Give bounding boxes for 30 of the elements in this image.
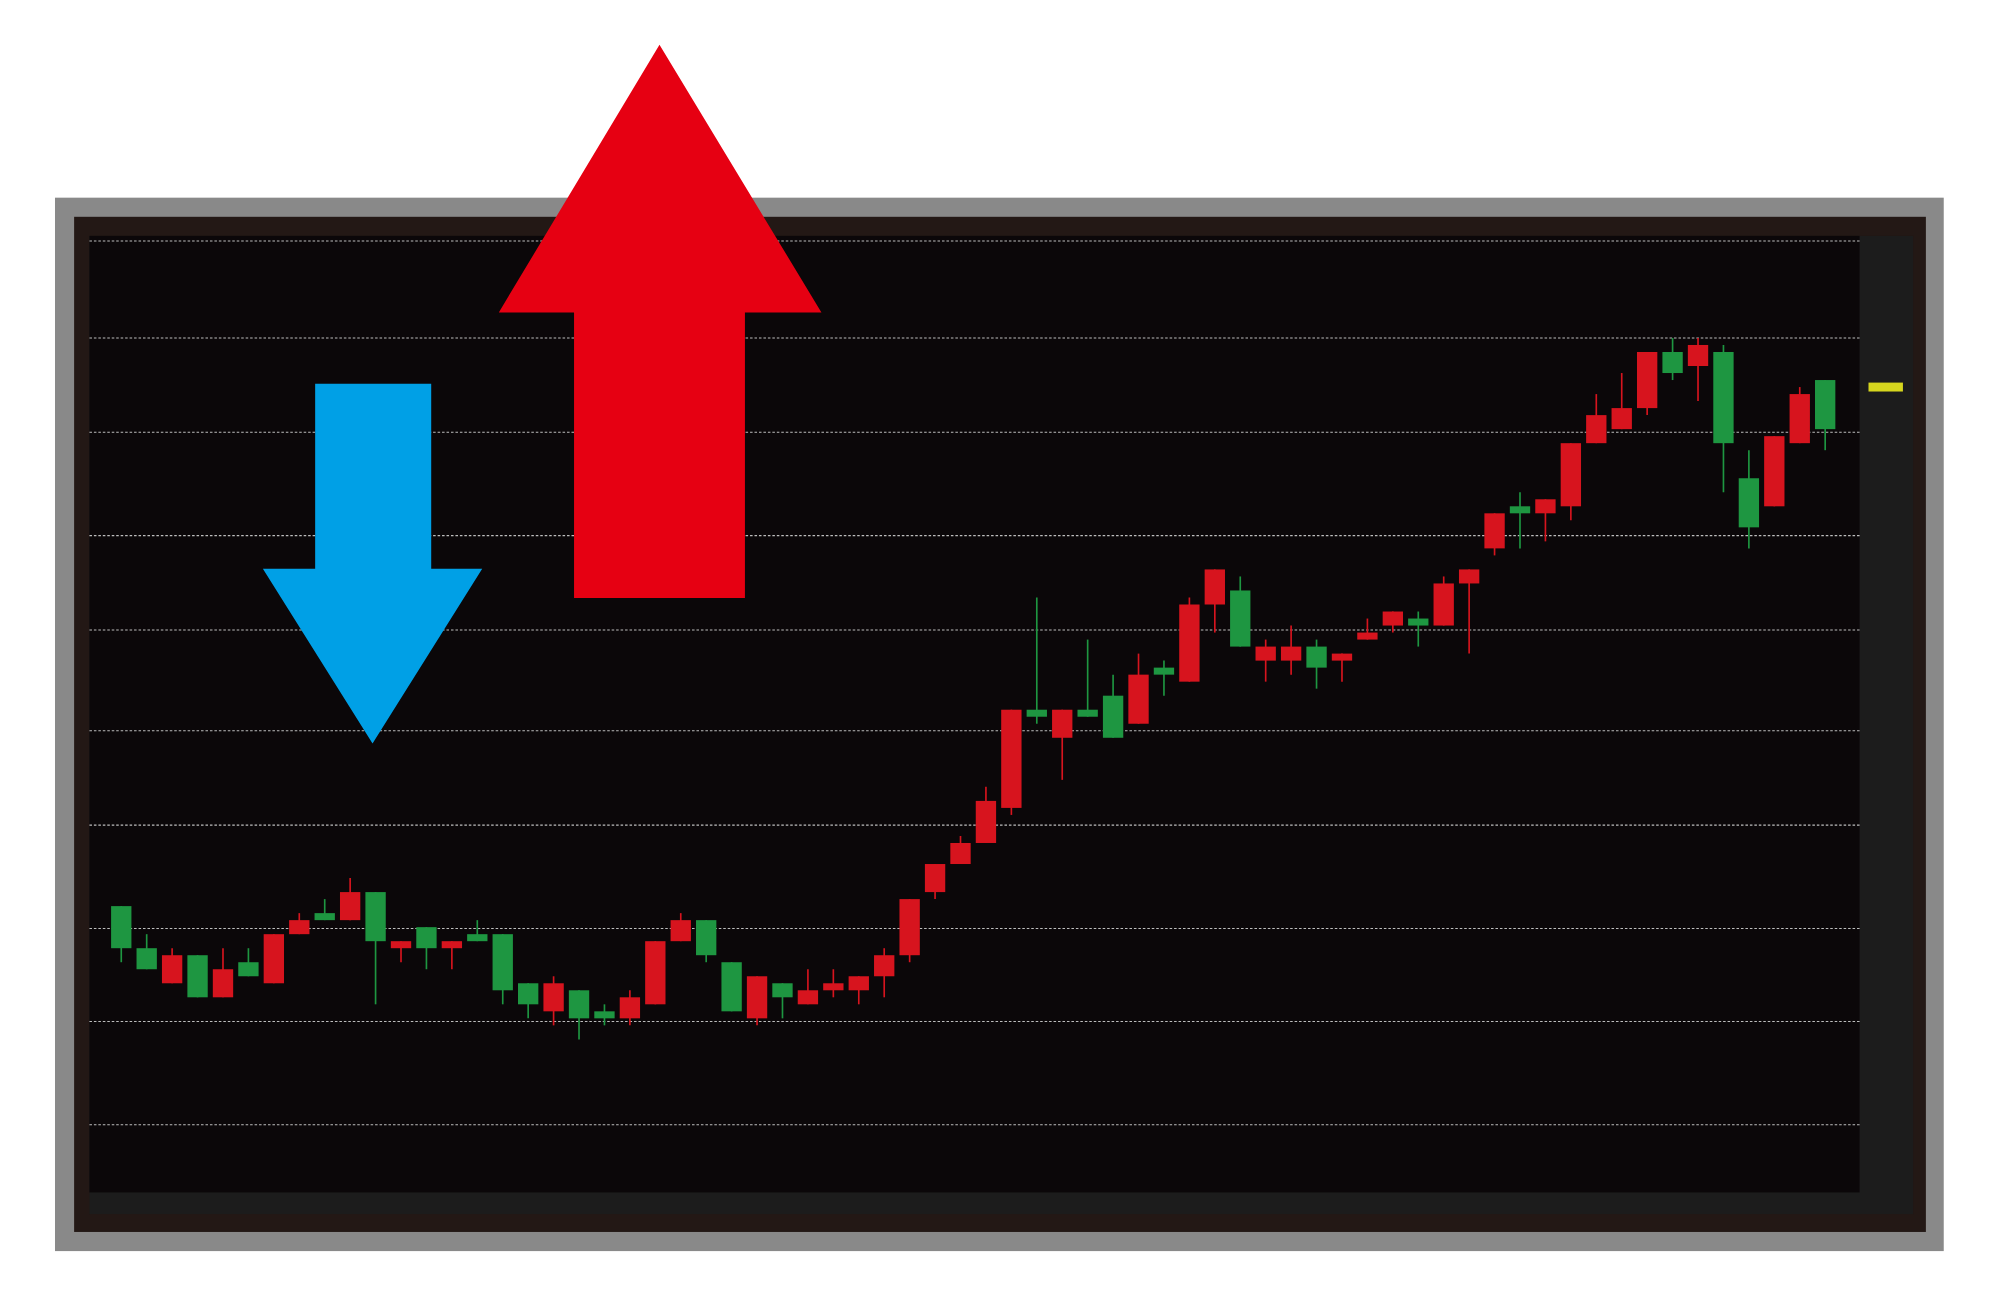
candlestick xyxy=(416,926,437,971)
candlestick xyxy=(1687,337,1709,402)
candlestick xyxy=(1535,498,1556,543)
candlestick xyxy=(136,933,157,971)
candlestick xyxy=(1357,617,1378,641)
candlestick xyxy=(238,947,259,978)
candlestick xyxy=(1026,596,1047,725)
candlestick xyxy=(1509,491,1531,550)
candlestick xyxy=(1458,568,1480,655)
candlestick xyxy=(670,912,691,943)
candlestick xyxy=(1306,638,1327,690)
candlestick xyxy=(823,968,844,999)
candlestick xyxy=(848,975,869,1006)
candlestick xyxy=(441,940,463,971)
candlestick xyxy=(594,1003,615,1027)
candlestick xyxy=(1408,610,1429,648)
candlestick xyxy=(950,835,971,865)
candlestick xyxy=(619,989,641,1027)
candlestick xyxy=(1331,652,1353,683)
candlestick xyxy=(1255,638,1276,683)
candlestick xyxy=(1662,337,1683,381)
candlestick xyxy=(1280,624,1302,676)
candlestick xyxy=(1077,638,1098,718)
candlestick xyxy=(1611,372,1632,430)
candlestick xyxy=(797,968,819,1006)
candlestick xyxy=(874,947,895,999)
candlestick xyxy=(390,940,412,964)
candlestick xyxy=(772,982,793,1020)
candlestick xyxy=(517,982,539,1020)
candlestick xyxy=(1153,659,1175,697)
